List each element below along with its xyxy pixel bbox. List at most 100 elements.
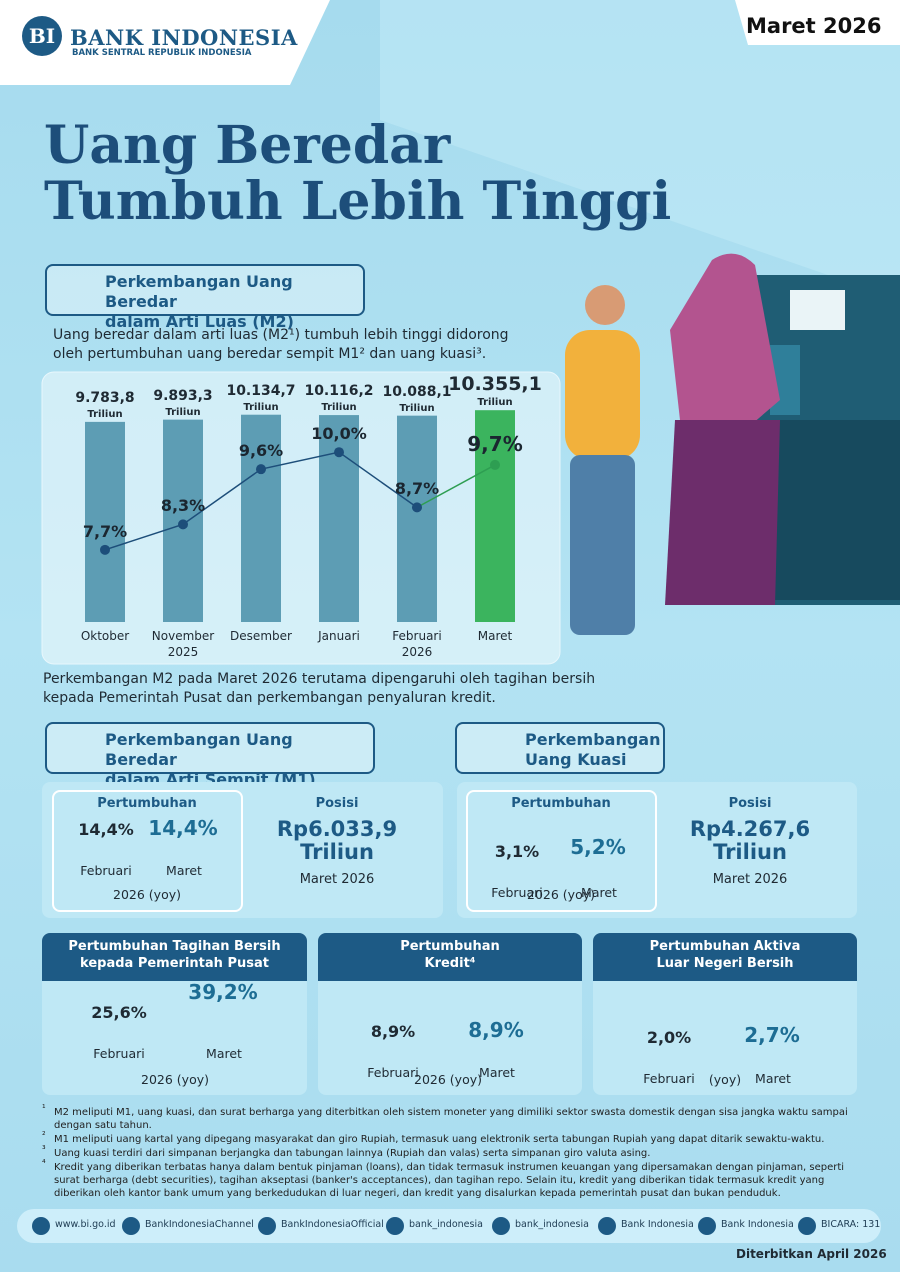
person-dress: [665, 420, 780, 605]
bar-unit-label: Triliun: [165, 406, 201, 418]
social-icon: [258, 1217, 276, 1235]
quasi-panel: [457, 782, 857, 918]
growth-value-label: 3,1%: [494, 842, 540, 861]
logo-glyph: BI: [29, 24, 55, 48]
note-text: Perkembangan M2 pada Maret 2026 terutama…: [43, 671, 596, 706]
logo-mark: [22, 16, 62, 56]
section-heading: Perkembangan Uang Beredar dalam Arti Sem…: [45, 722, 375, 789]
footnote: ² M1 meliputi uang kartal yang dipegang m…: [42, 1131, 857, 1146]
line-value-label: 8,7%: [394, 479, 440, 499]
bar-value-label: 10.134,7: [226, 382, 296, 399]
position-value: Rp6.033,9 Triliun: [276, 817, 398, 865]
person-head: [585, 285, 625, 325]
period: Maret 2026: [746, 14, 882, 38]
social-link[interactable]: Bank Indonesia: [621, 1219, 694, 1230]
footnote-marker: ³: [42, 1145, 46, 1155]
footnote: ⁴ Kredit yang diberikan terbatas hanya da…: [42, 1159, 857, 1200]
line-value-label: 8,3%: [160, 496, 206, 516]
social-link[interactable]: BankIndonesiaOfficial: [281, 1219, 384, 1230]
growth-category: Februari: [367, 1065, 419, 1080]
growth-value-label: 25,6%: [91, 1003, 147, 1022]
bar-value-label: 9.893,3: [153, 387, 213, 404]
social-link[interactable]: BankIndonesiaChannel: [145, 1219, 254, 1230]
growth-value-label: 14,4%: [148, 816, 218, 840]
atm-base: [760, 420, 900, 600]
social-link[interactable]: BICARA: 131: [821, 1219, 881, 1230]
position-period: Maret 2026: [712, 872, 788, 887]
line-point: [256, 464, 266, 475]
line-value-label: 10,0%: [311, 424, 367, 444]
period-tab: [735, 0, 900, 45]
x-tick-label: Desember: [230, 629, 292, 643]
logo-name: BANK INDONESIA: [70, 25, 298, 50]
x-tick-label: Maret: [477, 629, 513, 643]
growth-period: 2026 (yoy): [113, 887, 181, 902]
growth-value-label: 39,2%: [188, 979, 258, 1004]
growth-category: Februari: [491, 885, 543, 900]
bar-unit-label: Triliun: [477, 397, 513, 409]
growth-period: 2026 (yoy): [414, 1072, 482, 1087]
indicator-title: Pertumbuhan Aktiva Luar Negeri Bersih: [593, 933, 857, 981]
line-value-label: 9,6%: [238, 441, 284, 461]
bar: [475, 410, 515, 622]
line-segment: [416, 464, 496, 509]
bar-unit-label: Triliun: [87, 408, 123, 420]
footnote-text: M2 meliputi M1, uang kuasi, dan surat be…: [54, 1107, 848, 1131]
footnote-text: Uang kuasi terdiri dari simpanan berjang…: [54, 1148, 651, 1159]
bar-value-label: 10.355,1: [448, 373, 542, 396]
bar: [319, 415, 359, 622]
growth-value-label: 5,2%: [570, 835, 626, 860]
bar: [241, 414, 281, 622]
growth-value-label: 2,7%: [744, 1023, 800, 1048]
growth-category: Februari: [93, 1046, 145, 1061]
social-link[interactable]: bank_indonesia: [409, 1219, 483, 1230]
growth-period: (yoy): [708, 1072, 742, 1087]
main-title: Uang Beredar Tumbuh Lebih Tinggi: [44, 115, 672, 233]
person-hijab: [670, 253, 780, 430]
indicator-title: Pertumbuhan Tagihan Bersih kepada Pemeri…: [42, 933, 307, 981]
section-heading: Perkembangan Uang Kuasi: [455, 722, 665, 774]
footnote-marker: ⁴: [42, 1159, 46, 1169]
logo-subtitle: BANK SENTRAL REPUBLIK INDONESIA: [72, 48, 252, 58]
growth-label: Pertumbuhan: [97, 796, 197, 811]
line-point: [490, 459, 500, 470]
bar-unit-label: Triliun: [243, 401, 279, 413]
footnote-marker: ²: [42, 1131, 46, 1141]
growth-value-label: 8,9%: [370, 1022, 416, 1041]
person-shirt: [565, 330, 640, 460]
growth-value-label: 8,9%: [468, 1018, 524, 1042]
social-bar: [17, 1209, 881, 1243]
growth-category: Maret: [206, 1046, 242, 1061]
social-link[interactable]: bank_indonesia: [515, 1219, 589, 1230]
footnote-marker: ¹: [42, 1104, 46, 1114]
published: Diterbitkan April 2026: [736, 1247, 887, 1261]
social-icon: [698, 1217, 716, 1235]
social-link[interactable]: www.bi.go.id: [55, 1219, 116, 1230]
atm-screen: [790, 290, 845, 330]
line-value-label: 9,7%: [467, 431, 523, 456]
growth-category: Maret: [479, 1065, 515, 1080]
section-heading: Perkembangan Uang Beredar dalam Arti Lua…: [45, 264, 365, 331]
social-link[interactable]: Bank Indonesia: [721, 1219, 794, 1230]
social-icon: [798, 1217, 816, 1235]
growth-box: [52, 790, 243, 912]
growth-label: Pertumbuhan: [511, 796, 611, 811]
footnote-text: M1 meliputi uang kartal yang dipegang ma…: [54, 1134, 825, 1145]
social-icon: [492, 1217, 510, 1235]
line-point: [100, 544, 110, 555]
footnote: ¹ M2 meliputi M1, uang kuasi, dan surat b…: [42, 1104, 857, 1132]
bar-unit-label: Triliun: [321, 402, 357, 414]
social-icon: [122, 1217, 140, 1235]
social-icon: [598, 1217, 616, 1235]
growth-value-label: 2,0%: [646, 1028, 692, 1047]
growth-period: 2026 (yoy): [141, 1072, 209, 1087]
x-tick-label: Februari 2026: [392, 629, 442, 660]
position-label: Posisi: [728, 796, 772, 811]
intro-text: Uang beredar dalam arti luas (M2¹) tumbu…: [53, 327, 509, 362]
position-period: Maret 2026: [299, 872, 375, 887]
footnote: ³ Uang kuasi terdiri dari simpanan berjan…: [42, 1145, 857, 1160]
indicator-title: Pertumbuhan Kredit⁴: [318, 933, 582, 981]
logo-tab: [0, 0, 330, 85]
